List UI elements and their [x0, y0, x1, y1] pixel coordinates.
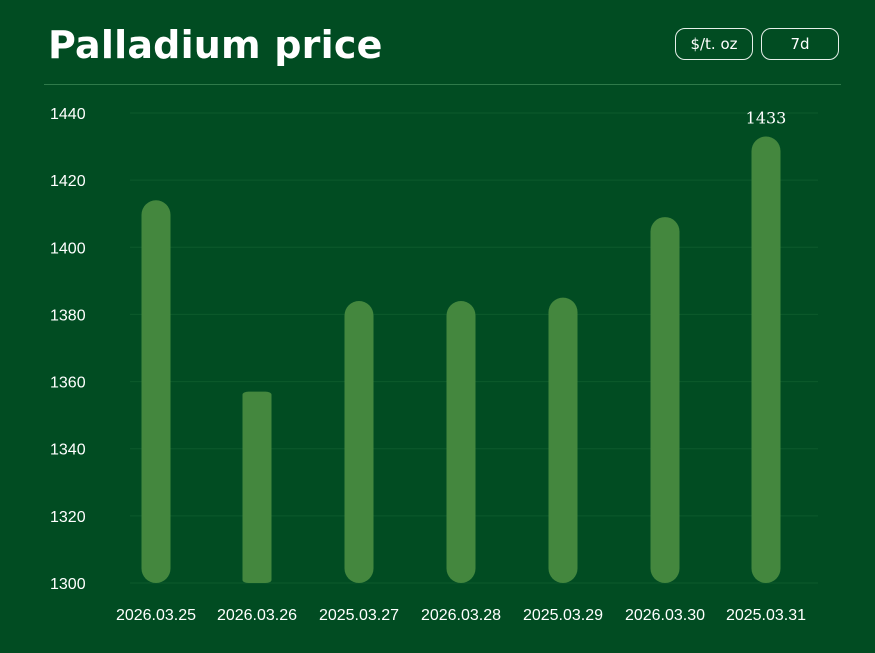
y-tick-label: 1380 — [50, 307, 86, 324]
x-tick-label: 2025.03.27 — [319, 607, 399, 624]
unit-selector-button[interactable]: $/t. oz — [675, 28, 753, 60]
y-tick-label: 1320 — [50, 509, 86, 526]
chart-controls: $/t. oz 7d — [675, 28, 839, 60]
y-tick-label: 1440 — [50, 106, 86, 123]
header-divider — [44, 84, 841, 85]
x-tick-label: 2026.03.26 — [217, 607, 297, 624]
bar-2026.03.28[interactable] — [446, 301, 476, 583]
y-tick-label: 1400 — [50, 240, 86, 257]
x-tick-label: 2025.03.31 — [726, 607, 806, 624]
x-tick-label: 2026.03.25 — [116, 607, 196, 624]
x-tick-label: 2026.03.28 — [421, 607, 501, 624]
bar-2026.03.25[interactable] — [141, 200, 171, 584]
y-axis-ticks: 1300 1320 1340 1360 1380 1400 1420 1440 — [50, 106, 86, 593]
bar-2025.03.27[interactable] — [344, 301, 374, 583]
y-tick-label: 1420 — [50, 173, 86, 190]
bar-2026.03.26[interactable] — [242, 391, 272, 583]
x-axis-ticks: 2026.03.25 2026.03.26 2025.03.27 2026.03.28… — [116, 607, 806, 624]
page-title: Palladium price — [48, 23, 383, 67]
bar-2026.03.30[interactable] — [650, 217, 680, 584]
y-tick-label: 1340 — [50, 442, 86, 459]
bars — [141, 136, 781, 584]
x-tick-label: 2025.03.29 — [523, 607, 603, 624]
bar-2025.03.29[interactable] — [548, 297, 578, 583]
y-tick-label: 1360 — [50, 375, 86, 392]
y-tick-label: 1300 — [50, 576, 86, 593]
x-tick-label: 2026.03.30 — [625, 607, 705, 624]
data-labels: 1433 — [746, 109, 787, 128]
range-selector-button[interactable]: 7d — [761, 28, 839, 60]
data-label: 1433 — [746, 109, 787, 128]
bar-2025.03.31[interactable] — [751, 136, 781, 584]
